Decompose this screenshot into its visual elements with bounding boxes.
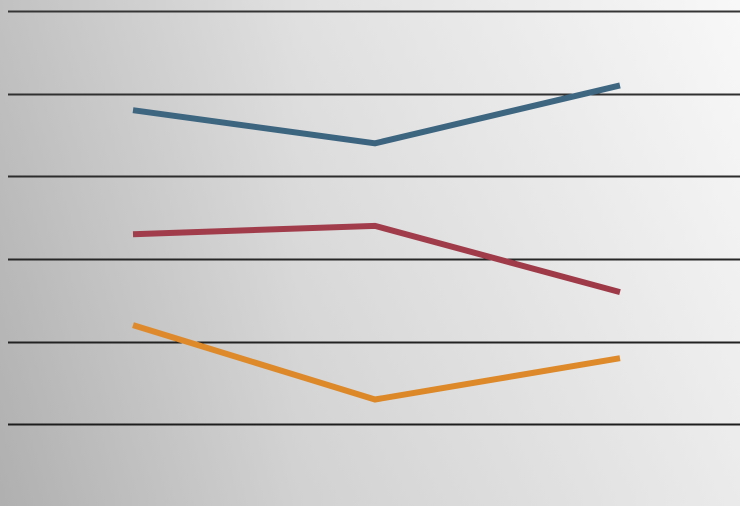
series-line-1 bbox=[132, 222, 621, 295]
series-group bbox=[132, 82, 621, 403]
series-line-0 bbox=[132, 82, 621, 147]
gridlines bbox=[8, 10, 740, 426]
series-line-2 bbox=[132, 322, 621, 403]
